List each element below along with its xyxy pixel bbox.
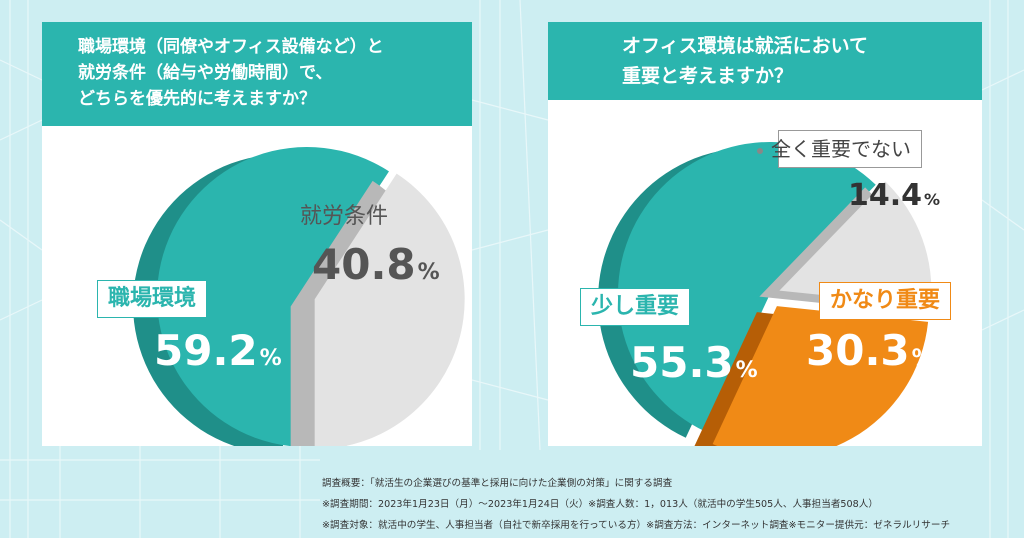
slice-label-shuro-joken: 就労条件: [300, 204, 389, 229]
slice-value-mattaku-juyo-denai: 14.4%: [848, 178, 941, 213]
pie-slice-2: [712, 306, 929, 446]
pie-slice-0: [618, 142, 876, 432]
pie-slice-1: [779, 181, 932, 307]
leader-dot-icon: [757, 147, 763, 154]
footnote-line-3: ※調査対象：就活中の学生、人事担当者（自社で新卒採用を行っている方）※調査方法：…: [322, 520, 951, 531]
slice-value-kanari-juyo: 30.3%: [806, 326, 934, 375]
footnote-line-1: 調査概要：「就活生の企業選びの基準と採用に向けた企業側の対策」に関する調査: [322, 478, 673, 489]
pie-slice-0: [157, 147, 389, 446]
left-title-line-3: どちらを優先的に考えますか？: [78, 89, 316, 109]
right-pie-chart: [598, 142, 932, 446]
slice-value-shokuba-kankyo: 59.2%: [154, 326, 282, 375]
slice-label-kanari-juyo: かなり重要: [819, 282, 952, 320]
left-chart-title: 職場環境（同僚やオフィス設備など）と 就労条件（給与や労働時間）で、 どちらを優…: [42, 22, 472, 126]
pie-slice-1: [314, 173, 465, 446]
survey-footnote: 調査概要：「就活生の企業選びの基準と採用に向けた企業側の対策」に関する調査 ※調…: [322, 473, 1012, 536]
slice-label-sukoshi-juyo: 少し重要: [580, 288, 691, 326]
left-pie-chart: [133, 147, 465, 446]
slice-value-sukoshi-juyo: 55.3%: [630, 338, 758, 387]
right-title-line-1: オフィス環境は就活において: [622, 35, 869, 57]
left-title-line-2: 就労条件（給与や労働時間）で、: [78, 63, 333, 83]
slice-value-shuro-joken: 40.8%: [312, 240, 440, 289]
footnote-line-2: ※調査期間：2023年1月23日（月）～2023年1月24日（火）※調査人数：1…: [322, 499, 878, 510]
slice-label-mattaku-juyo-denai: 全く重要でない: [757, 130, 922, 168]
right-chart-panel: オフィス環境は就活において 重要と考えますか？ 少し重要 55.3% 全く重要で…: [548, 22, 982, 446]
slice-label-shokuba-kankyo: 職場環境: [97, 280, 208, 318]
right-title-line-2: 重要と考えますか？: [622, 65, 794, 87]
left-title-line-1: 職場環境（同僚やオフィス設備など）と: [78, 37, 384, 57]
left-chart-panel: 職場環境（同僚やオフィス設備など）と 就労条件（給与や労働時間）で、 どちらを優…: [42, 22, 472, 446]
right-chart-title: オフィス環境は就活において 重要と考えますか？: [548, 22, 982, 100]
